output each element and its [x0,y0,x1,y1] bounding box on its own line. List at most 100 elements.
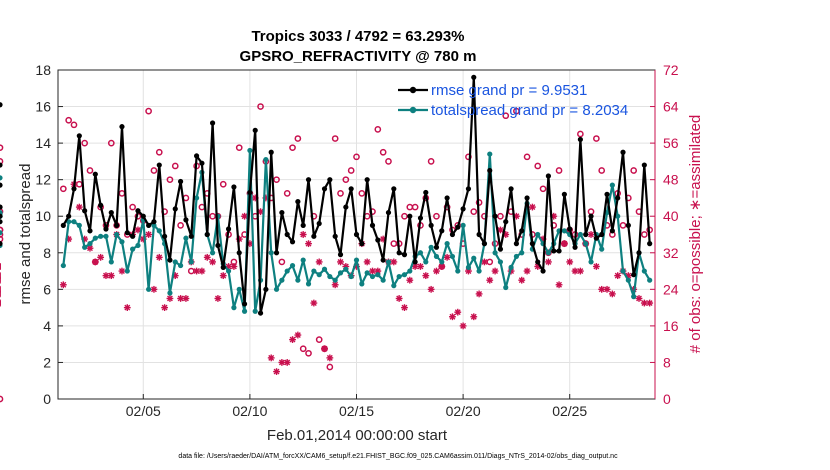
rmse-point [524,195,530,201]
totalspread-point [353,257,360,263]
rmse-point [359,241,365,247]
chart-title-line2: GPSRO_REFRACTIVITY @ 780 m [240,48,477,65]
y-right-tick-label: 32 [663,245,679,261]
rmse-point [0,241,3,247]
rmse-point [401,252,408,258]
y-right-tick-label: 48 [663,172,679,188]
obs-assimilated-marker [337,258,344,266]
rmse-point [567,226,573,232]
obs-assimilated-marker [390,258,398,266]
asterisk-stroke [470,313,477,320]
totalspread-point [615,213,621,219]
obs-possible-marker [81,139,89,147]
rmse-point [140,213,146,219]
rmse-point [577,136,583,143]
y-right-tick-label: 64 [663,99,679,115]
totalspread-point [124,268,130,274]
rmse-point [497,246,504,252]
rmse-point [0,204,3,210]
rmse-point [188,233,194,239]
obs-assimilated-marker [161,304,169,312]
obs-possible-marker [433,212,440,220]
asterisk-stroke [337,258,344,265]
asterisk-stroke [454,309,461,316]
rmse-point [289,239,296,245]
totalspread-point [130,246,136,252]
obs-assimilated-marker [214,295,222,302]
totalspread-point [114,231,120,238]
totalspread-point [236,286,242,292]
rmse-point [236,250,242,256]
obs-possible-marker [0,144,4,152]
rmse-point [460,206,466,212]
obs-possible-marker [129,203,136,211]
asterisk-stroke [492,268,499,274]
rmse-point [417,215,424,221]
rmse-point [503,219,509,225]
rmse-point [492,213,498,219]
obs-assimilated-marker [86,244,94,252]
obs-possible-marker [555,167,563,174]
y-tick-label: 8 [43,245,51,261]
rmse-point [551,248,557,254]
asterisk-stroke [406,277,413,284]
totalspread-point [108,259,114,265]
rmse-point [316,220,322,227]
legend-spread-label: totalspread grand pr = 8.2034 [431,102,628,119]
rmse-point [162,233,168,239]
y-tick-label: 14 [35,135,51,151]
rmse-point [0,219,3,225]
asterisk-stroke [545,258,552,265]
asterisk-stroke [156,254,163,261]
totalspread-point [327,273,333,280]
obs-assimilated-marker [59,281,67,289]
totalspread-point [609,182,615,188]
asterisk-stroke [529,204,536,211]
obs-possible-marker [65,116,73,124]
obs-assimilated-marker [182,295,190,302]
rmse-point [241,301,248,307]
asterisk-stroke [177,295,184,302]
obs-assimilated-marker [433,267,440,275]
rmse-point [76,133,82,139]
obs-assimilated-marker [123,304,131,312]
y-tick-label: 10 [35,208,51,224]
asterisk-stroke [428,286,435,293]
totalspread-point [172,259,178,265]
legend-rmse-label: rmse grand pr = 9.9531 [431,82,587,99]
totalspread-point [241,308,248,314]
rmse-point [108,209,114,216]
obs-assimilated-marker [640,299,648,307]
rmse-point [369,222,376,228]
rmse-point [220,264,226,270]
rmse-point [343,204,349,210]
totalspread-point [71,219,77,225]
totalspread-point [508,264,514,270]
obs-assimilated-marker [107,272,115,280]
asterisk-stroke [268,354,275,361]
totalspread-point [423,259,429,265]
rmse-point [327,177,333,183]
rmse-point [620,149,626,155]
y-axis-label-right: # of obs: o=possible; ∗=assimilated [687,115,704,354]
rmse-point [82,208,88,214]
rmse-point [204,231,210,238]
obs-possible-marker [273,176,280,184]
obs-assimilated-marker [241,212,248,220]
totalspread-point [103,233,109,239]
asterisk-stroke [609,290,616,297]
rmse-point [225,226,232,232]
rmse-point [529,241,536,247]
asterisk-stroke [460,322,467,329]
totalspread-point [76,222,82,228]
obs-possible-marker [497,212,504,220]
rmse-point [455,224,461,230]
legend: rmse grand pr = 9.9531 totalspread grand… [398,82,628,119]
rmse-point [583,231,589,238]
asterisk-stroke [289,336,296,343]
obs-assimilated-marker [294,331,302,339]
totalspread-point [273,286,280,292]
rmse-point [508,186,514,192]
rmse-point [332,233,338,239]
rmse-point [0,102,3,108]
